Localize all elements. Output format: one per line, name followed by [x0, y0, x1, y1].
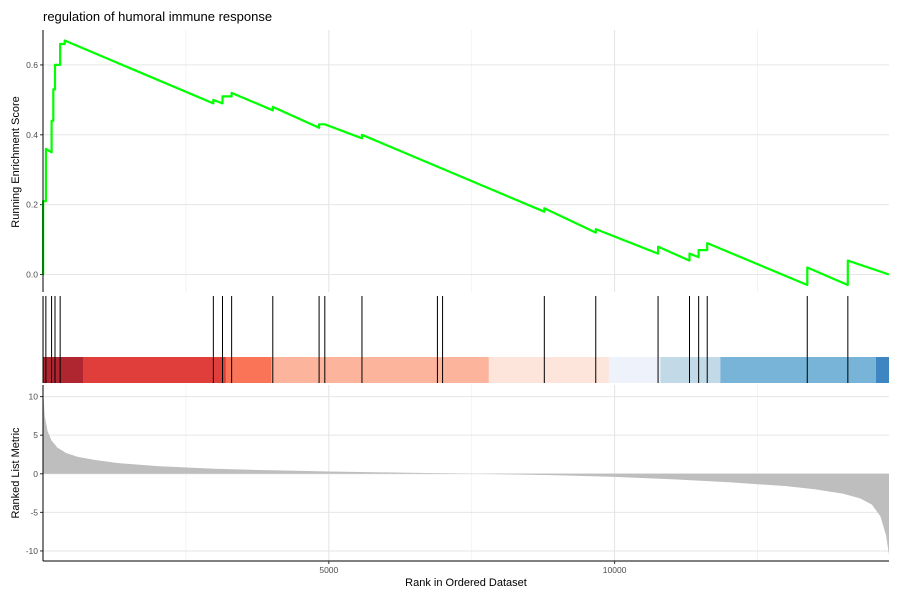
- enrichment-y-tick-label: 0.2: [26, 200, 38, 210]
- ranked-metric-y-tick-label: 0: [33, 469, 38, 479]
- heat-strip-segment: [720, 357, 876, 383]
- heat-strip-segment: [608, 357, 661, 383]
- enrichment-y-tick-label: 0.6: [26, 60, 38, 70]
- enrichment-y-axis-label: Running Enrichment Score: [10, 96, 22, 227]
- heat-strip-segment: [488, 357, 609, 383]
- ranked-metric-panel: 10 5 0 -5 -10 5000 10000 Ranked List Metric R…: [10, 385, 889, 589]
- x-axis-label: Rank in Ordered Dataset: [405, 577, 527, 589]
- hits-panel: [42, 296, 889, 383]
- enrichment-panel: 0.0 0.2 0.4 0.6 Running Enrichment Score: [10, 30, 890, 292]
- ranked-metric-y-tick-label: 5: [33, 430, 38, 440]
- heat-strip-segment: [875, 357, 889, 383]
- heat-strip-segment: [83, 357, 226, 383]
- ranked-metric-y-tick-label: -5: [30, 507, 38, 517]
- enrichment-grid: [43, 30, 889, 292]
- heat-strip-segment: [271, 357, 489, 383]
- x-axis-ticks: 5000 10000: [319, 561, 627, 575]
- x-tick-label: 10000: [603, 565, 627, 575]
- chart-title: regulation of humoral immune response: [43, 9, 272, 24]
- heat-strip-segment: [43, 357, 84, 383]
- ranked-metric-y-axis-label: Ranked List Metric: [10, 427, 22, 519]
- ranked-metric-y-tick-label: 10: [29, 392, 39, 402]
- enrichment-y-tick-label: 0.0: [26, 270, 38, 280]
- ranked-metric-area: [43, 388, 889, 555]
- gene-hit-lines: [42, 296, 849, 383]
- enrichment-score-line: [42, 39, 890, 287]
- enrichment-y-tick-label: 0.4: [26, 130, 38, 140]
- ranked-metric-y-tick-label: -10: [26, 546, 39, 556]
- rank-heat-strip: [43, 357, 889, 383]
- heat-strip-segment: [225, 357, 272, 383]
- x-tick-label: 5000: [319, 565, 338, 575]
- heat-strip-segment: [660, 357, 721, 383]
- ranked-metric-y-ticks: 10 5 0 -5 -10: [26, 392, 43, 556]
- enrichment-y-ticks: 0.0 0.2 0.4 0.6: [26, 60, 43, 280]
